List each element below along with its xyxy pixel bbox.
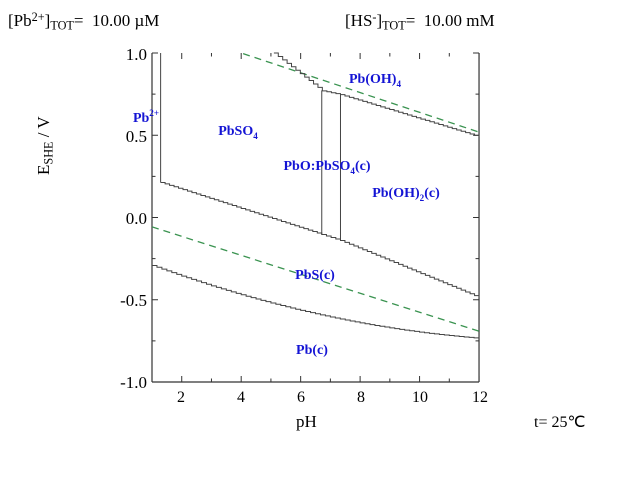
svg-text:Pb(c): Pb(c) — [296, 343, 328, 358]
svg-text:PbS(c): PbS(c) — [295, 268, 335, 283]
svg-text:PbO:PbSO4(c): PbO:PbSO4(c) — [284, 159, 371, 176]
svg-text:PbSO4: PbSO4 — [218, 124, 258, 141]
svg-text:Pb(OH)4: Pb(OH)4 — [349, 72, 401, 89]
svg-text:Pb(OH)2(c): Pb(OH)2(c) — [372, 186, 440, 203]
